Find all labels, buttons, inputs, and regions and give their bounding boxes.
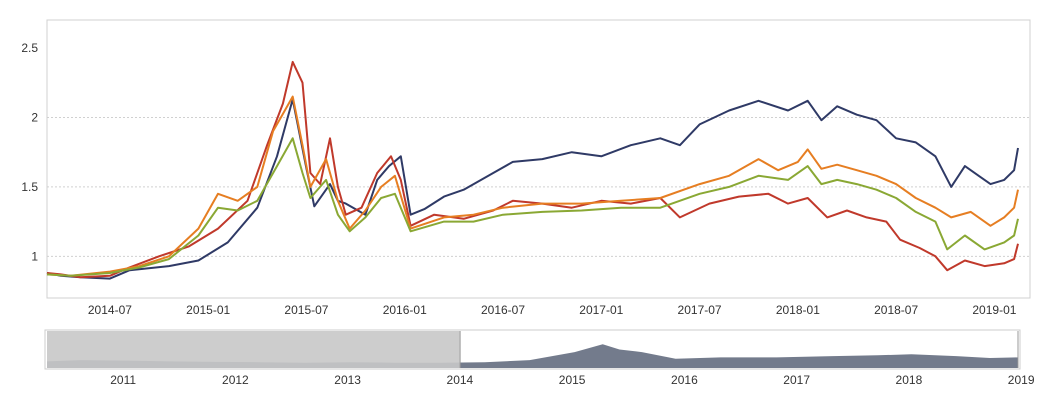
x-tick-label: 2016-07 <box>481 303 525 317</box>
navigator-label: 2012 <box>222 373 249 387</box>
axis-layer: 2.5 2 1.5 1 2014-07 2015-01 2015-07 2016-01 2016… <box>21 41 1016 317</box>
navigator[interactable]: 2011 2012 2013 2014 2015 2016 2017 2018 2019 <box>44 329 1035 387</box>
series-layer <box>46 60 1019 280</box>
navigator-label: 2014 <box>447 373 474 387</box>
x-tick-label: 2015-07 <box>284 303 328 317</box>
x-tick-label: 2014-07 <box>88 303 132 317</box>
x-tick-label: 2018-01 <box>776 303 820 317</box>
x-tick-label: 2018-07 <box>874 303 918 317</box>
plot-frame <box>46 19 1031 299</box>
y-tick-label: 1 <box>31 249 38 263</box>
navigator-label: 2016 <box>671 373 698 387</box>
navigator-mask <box>47 331 461 368</box>
navigator-label: 2018 <box>896 373 923 387</box>
grid-layer <box>46 19 1031 299</box>
y-tick-label: 1.5 <box>21 180 38 194</box>
x-tick-label: 2015-01 <box>186 303 230 317</box>
series-line-4 <box>46 137 1019 277</box>
series-line-3 <box>46 95 1019 277</box>
x-tick-label: 2016-01 <box>383 303 427 317</box>
navigator-label: 2019 <box>1008 373 1035 387</box>
series-line-2 <box>46 60 1019 279</box>
navigator-label: 2017 <box>783 373 810 387</box>
navigator-area <box>47 344 1018 368</box>
navigator-label: 2011 <box>110 373 136 387</box>
x-tick-label: 2019-01 <box>972 303 1016 317</box>
x-tick-label: 2017-01 <box>579 303 623 317</box>
x-tick-label: 2017-07 <box>678 303 722 317</box>
y-tick-label: 2 <box>31 110 38 124</box>
navigator-label: 2015 <box>559 373 586 387</box>
navigator-label: 2013 <box>334 373 361 387</box>
y-tick-label: 2.5 <box>21 41 38 55</box>
